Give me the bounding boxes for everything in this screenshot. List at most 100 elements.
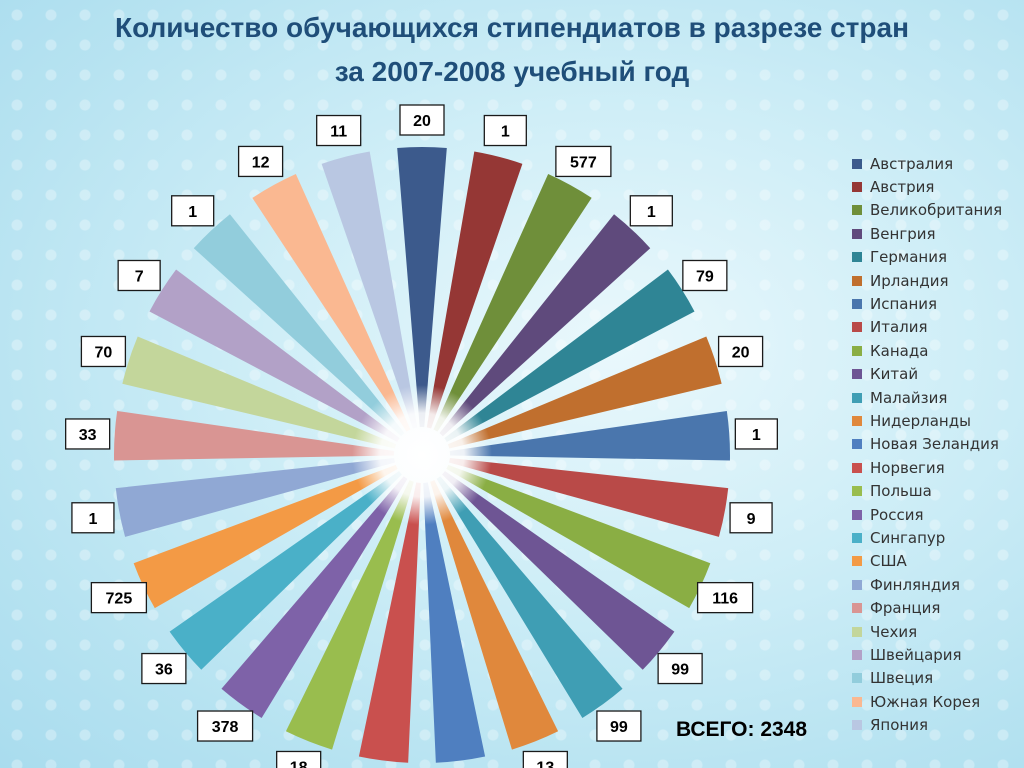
pie-slice <box>397 147 447 428</box>
legend-label: Финляндия <box>870 575 961 594</box>
legend-item: Япония <box>852 713 1022 736</box>
legend-swatch <box>852 369 862 380</box>
data-label-text: 1 <box>88 511 97 528</box>
legend-label: Россия <box>870 505 924 524</box>
legend-item: США <box>852 550 1022 573</box>
pie-center <box>352 385 492 525</box>
data-label: 116 <box>696 581 754 614</box>
legend-label: Италия <box>870 318 928 337</box>
pie-slice <box>114 410 395 461</box>
data-label-text: 20 <box>732 344 750 361</box>
data-label: 11 <box>316 114 362 147</box>
legend-label: Новая Зеландия <box>870 435 999 454</box>
legend-label: Германия <box>870 248 947 267</box>
data-label: 99 <box>596 710 642 742</box>
data-label-text: 116 <box>712 591 738 608</box>
data-label: 99 <box>657 652 703 685</box>
data-label-text: 1 <box>188 204 197 221</box>
pie-slice <box>430 480 559 750</box>
pie-slice <box>436 476 623 718</box>
legend-item: Австралия <box>852 152 1022 175</box>
pie-slice <box>433 174 592 432</box>
legend-item: Малайзия <box>852 386 1022 409</box>
legend-swatch <box>852 556 862 567</box>
legend-label: Малайзия <box>870 388 948 407</box>
data-label-text: 1 <box>752 427 761 444</box>
pie-slice <box>252 174 411 432</box>
pie-slice <box>133 464 398 609</box>
data-label-text: 18 <box>290 759 308 768</box>
legend-swatch <box>852 626 862 637</box>
data-label: 7 <box>117 259 161 292</box>
chart-title-line-2: за 2007-2008 учебный год <box>334 56 690 87</box>
legend-label: Франция <box>870 599 941 618</box>
legend-label: Швейцария <box>870 645 962 664</box>
data-label: 18 <box>276 750 322 768</box>
legend-item: Германия <box>852 246 1022 269</box>
legend-label: Испания <box>870 295 938 314</box>
legend-label: Ирландия <box>870 271 949 290</box>
data-label: 79 <box>682 259 728 292</box>
legend-swatch <box>852 415 862 426</box>
legend-item: Россия <box>852 503 1022 526</box>
legend-swatch <box>852 532 862 543</box>
legend-item: Испания <box>852 292 1022 315</box>
legend-item: Финляндия <box>852 573 1022 596</box>
data-label: 20 <box>717 335 764 368</box>
legend-label: США <box>870 552 907 571</box>
legend-item: Италия <box>852 316 1022 339</box>
legend-item: Польша <box>852 479 1022 502</box>
data-label: 1 <box>629 195 673 227</box>
legend-label: Швеция <box>870 669 934 688</box>
data-label: 70 <box>80 335 127 368</box>
chart-title-line-1: Количество обучающихся стипендиатов в ра… <box>115 12 909 43</box>
legend-label: Япония <box>870 716 928 735</box>
pie-slice <box>193 214 405 437</box>
legend-swatch <box>852 579 862 590</box>
pie-slice <box>169 471 402 670</box>
data-label: 725 <box>90 581 148 614</box>
legend-label: Венгрия <box>870 224 936 243</box>
data-label: 13 <box>522 750 568 768</box>
data-label-text: 13 <box>536 759 554 768</box>
pie-slice <box>446 464 711 609</box>
legend-item: Австрия <box>852 175 1022 198</box>
legend-swatch <box>852 158 862 169</box>
data-label-text: 9 <box>747 511 756 528</box>
pie-slice <box>358 482 421 763</box>
legend-item: Китай <box>852 363 1022 386</box>
pie-slice <box>122 336 397 449</box>
legend-label: Нидерланды <box>870 411 971 430</box>
legend-swatch <box>852 509 862 520</box>
legend-swatch <box>852 462 862 473</box>
pie-slice <box>285 480 414 750</box>
legend-item: Чехия <box>852 620 1022 643</box>
data-label-text: 1 <box>501 124 510 141</box>
legend-item: Южная Корея <box>852 690 1022 713</box>
legend-swatch <box>852 696 862 707</box>
legend-label: Чехия <box>870 622 918 641</box>
pie-slice <box>115 458 396 537</box>
data-label-text: 12 <box>252 154 270 171</box>
legend-swatch <box>852 182 862 193</box>
data-label-text: 378 <box>212 719 239 736</box>
legend-item: Швеция <box>852 667 1022 690</box>
legend-swatch <box>852 345 862 356</box>
pie-slice <box>444 269 695 442</box>
legend-swatch <box>852 205 862 216</box>
legend-label: Китай <box>870 365 919 384</box>
total-label: ВСЕГО: 2348 <box>676 718 808 741</box>
data-label-text: 1 <box>647 204 656 221</box>
pie-slice <box>449 410 731 461</box>
data-label: 36 <box>141 652 187 685</box>
legend-item: Норвегия <box>852 456 1022 479</box>
data-label: 378 <box>196 710 254 742</box>
data-label-text: 33 <box>79 427 97 444</box>
legend-swatch <box>852 439 862 450</box>
chart-title: Количество обучающихся стипендиатов в ра… <box>0 6 1024 94</box>
legend-swatch <box>852 252 862 263</box>
legend-swatch <box>852 299 862 310</box>
legend-item: Франция <box>852 596 1022 619</box>
legend-item: Новая Зеландия <box>852 433 1022 456</box>
